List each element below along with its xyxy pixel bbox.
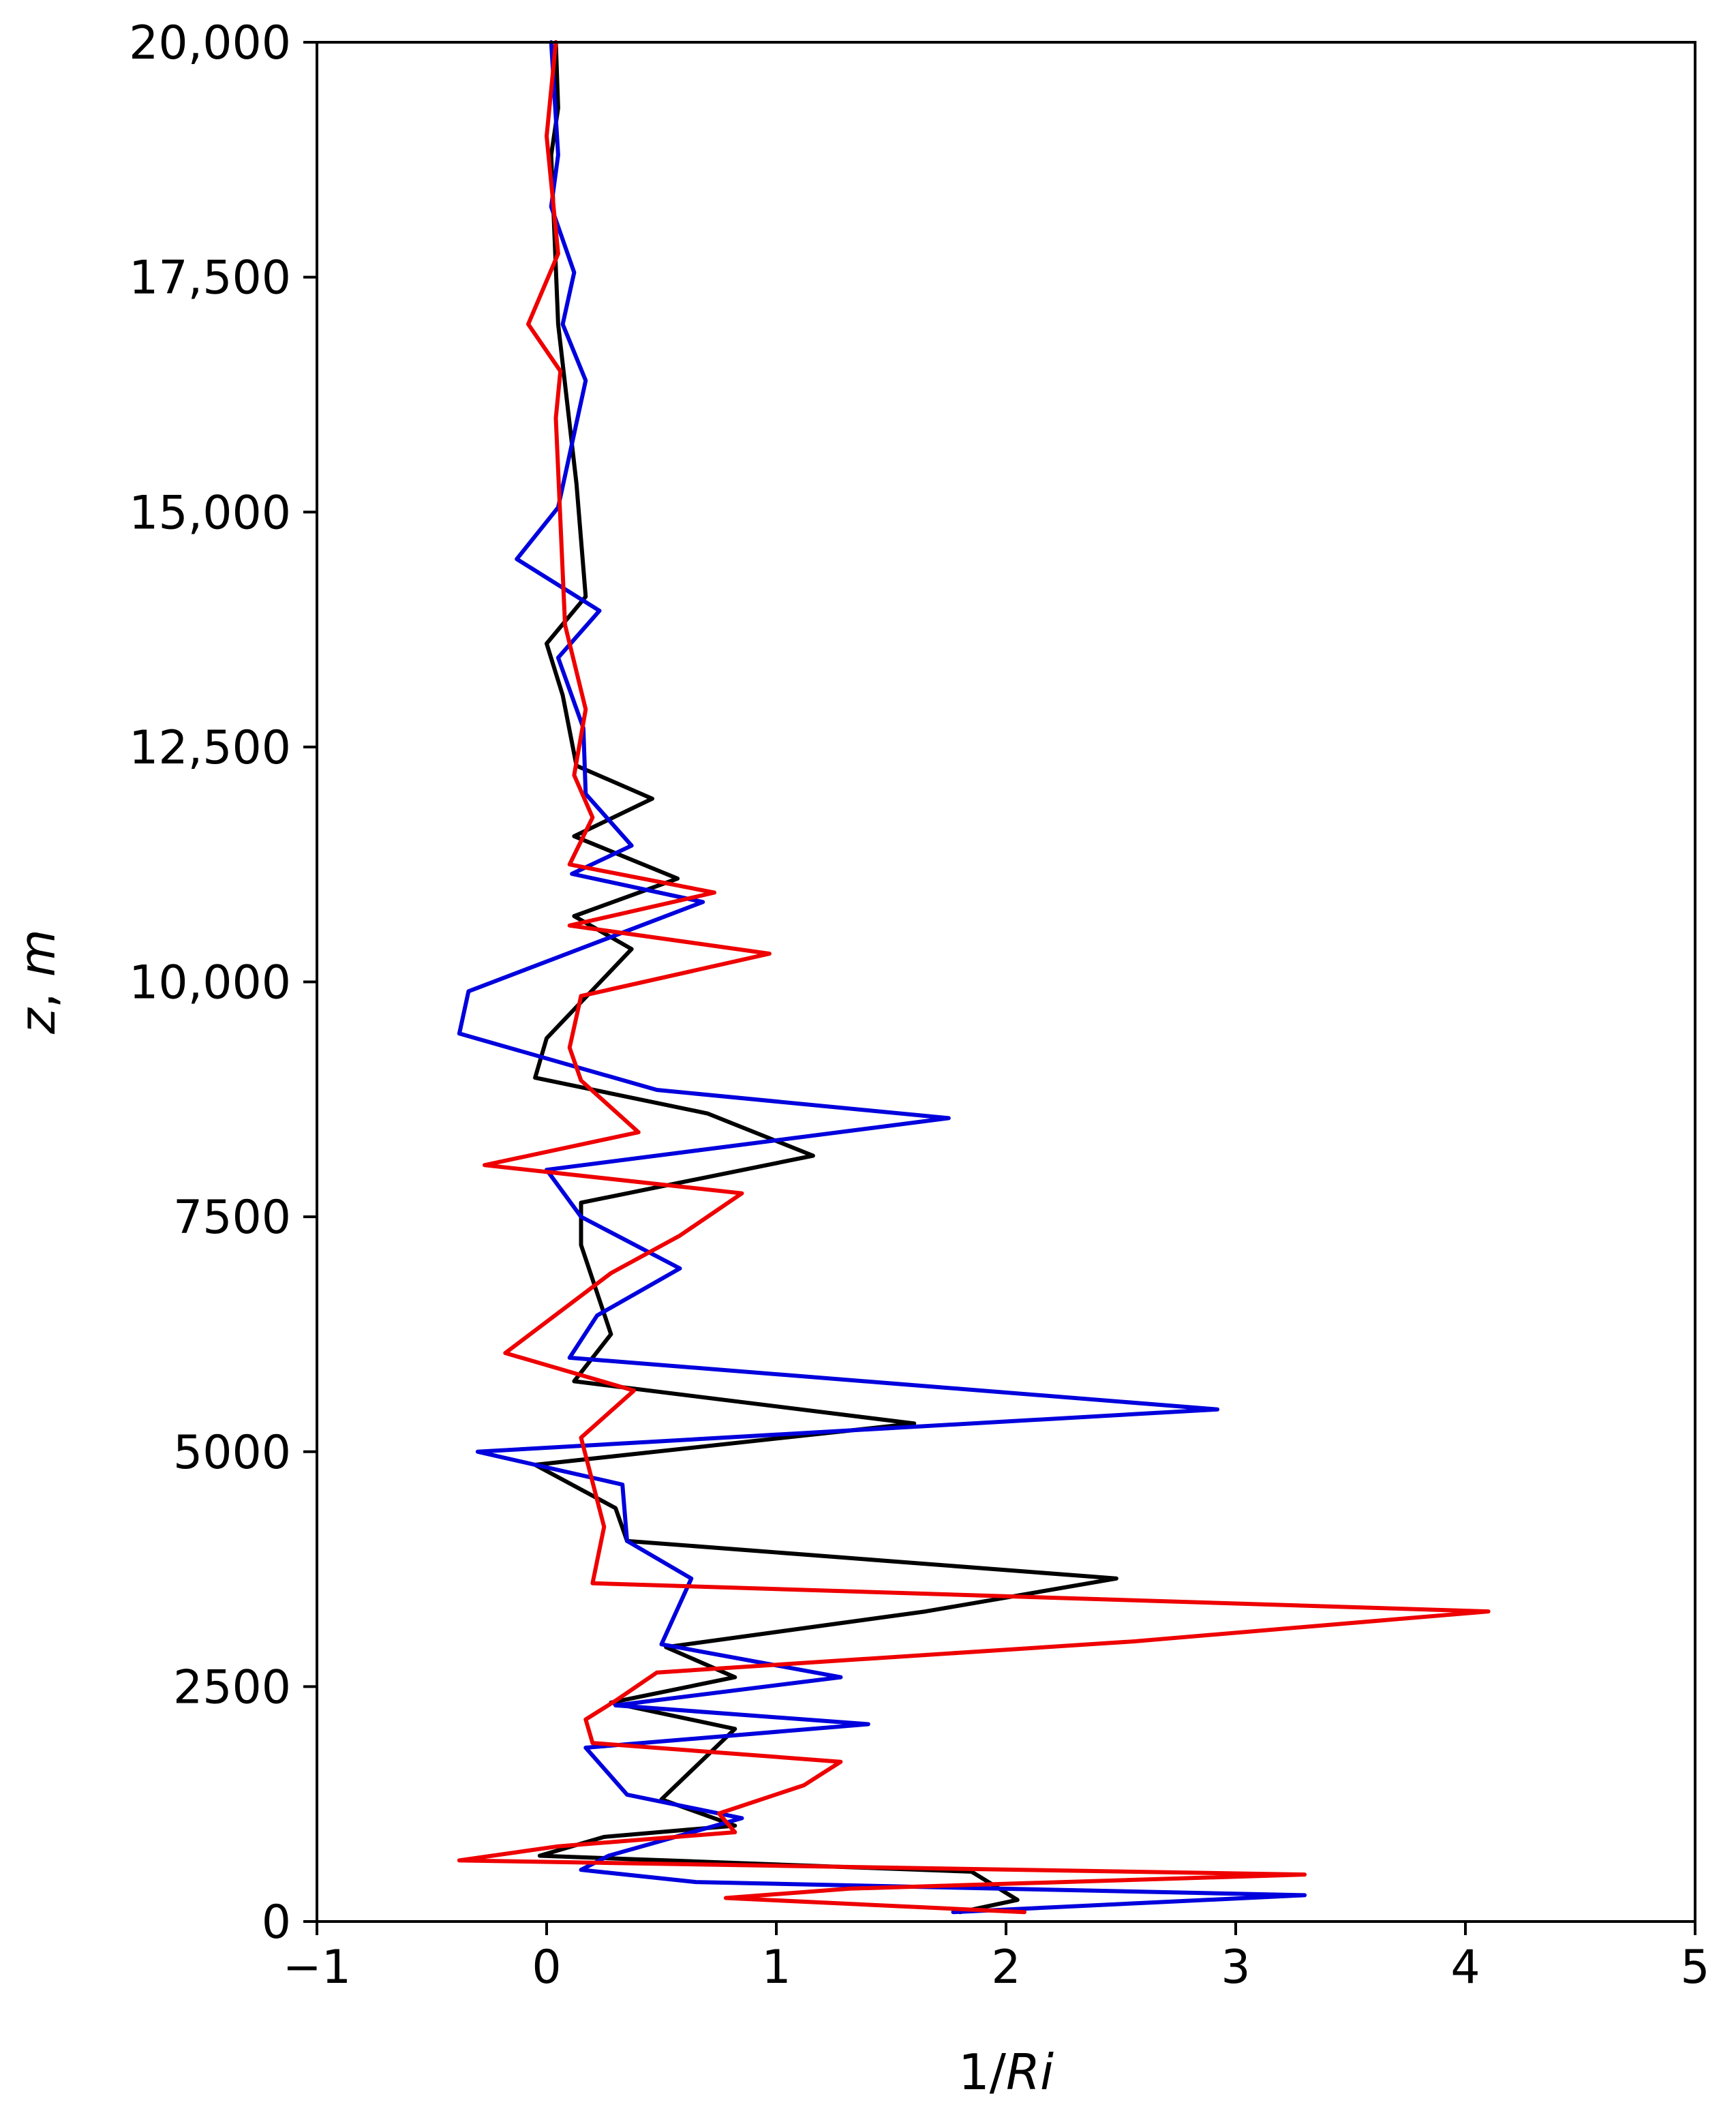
y-tick-label: 15,000 [129, 486, 291, 540]
y-tick-label: 17,500 [129, 252, 291, 305]
y-tick-label: 12,500 [129, 721, 291, 775]
x-axis-label-variable: Ri [1006, 2044, 1054, 2101]
x-tick-label: 3 [1221, 1941, 1250, 1994]
x-tick-label: 4 [1450, 1941, 1480, 1994]
series-layer [457, 40, 1491, 1915]
y-axis: 0 2500 5000 7500 10,000 12,500 15,000 17,500 20,… [129, 16, 317, 1949]
y-tick-label: 0 [262, 1896, 291, 1949]
x-axis-label: 1/Ri [958, 2044, 1054, 2101]
x-axis-label-prefix: 1/ [958, 2044, 1007, 2101]
y-axis-label-variable: z [9, 1007, 66, 1035]
series-line-1 [533, 40, 1118, 1915]
series-line-3 [457, 40, 1491, 1915]
x-tick-label: 1 [761, 1941, 791, 1994]
y-axis-label-separator: , [9, 977, 66, 1008]
x-tick-label: 2 [991, 1941, 1020, 1994]
x-axis: −1 0 1 2 3 4 5 [283, 1922, 1710, 1994]
y-tick-label: 20,000 [129, 16, 291, 70]
y-axis-label-unit: m [9, 929, 66, 977]
y-tick-label: 7500 [173, 1191, 291, 1245]
y-tick-label: 10,000 [129, 956, 291, 1010]
plot-background [317, 42, 1695, 1922]
y-tick-label: 2500 [173, 1660, 291, 1714]
x-tick-label: 5 [1680, 1941, 1709, 1994]
x-tick-label: 0 [532, 1941, 561, 1994]
y-axis-label: z, m [9, 929, 66, 1035]
x-tick-label: −1 [283, 1941, 351, 1994]
y-tick-label: 5000 [173, 1426, 291, 1480]
series-line-2 [457, 40, 1307, 1915]
